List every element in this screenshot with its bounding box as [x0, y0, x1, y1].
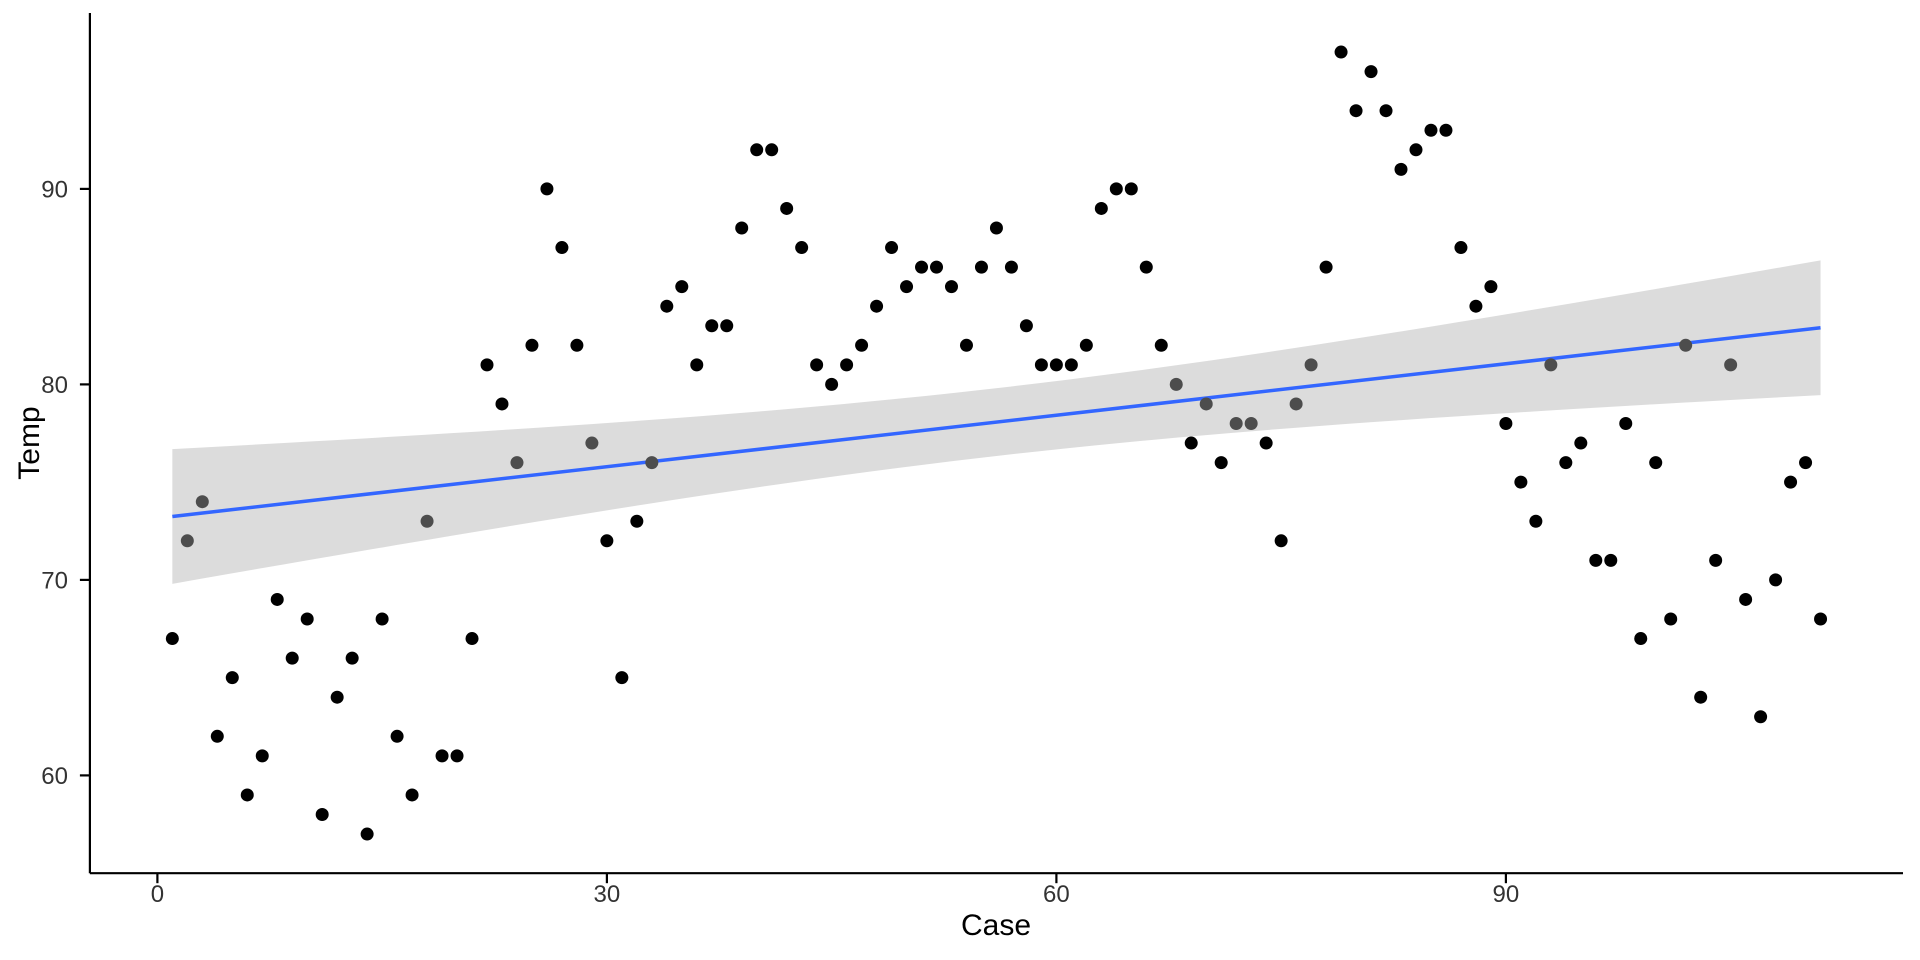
svg-text:60: 60 — [41, 763, 68, 790]
svg-text:90: 90 — [1493, 881, 1520, 908]
svg-text:30: 30 — [594, 881, 621, 908]
svg-text:90: 90 — [41, 177, 68, 204]
svg-text:Case: Case — [961, 909, 1031, 942]
svg-text:60: 60 — [1043, 881, 1070, 908]
svg-text:Temp: Temp — [13, 406, 46, 479]
svg-text:0: 0 — [151, 881, 164, 908]
svg-text:80: 80 — [41, 372, 68, 399]
svg-text:70: 70 — [41, 568, 68, 595]
